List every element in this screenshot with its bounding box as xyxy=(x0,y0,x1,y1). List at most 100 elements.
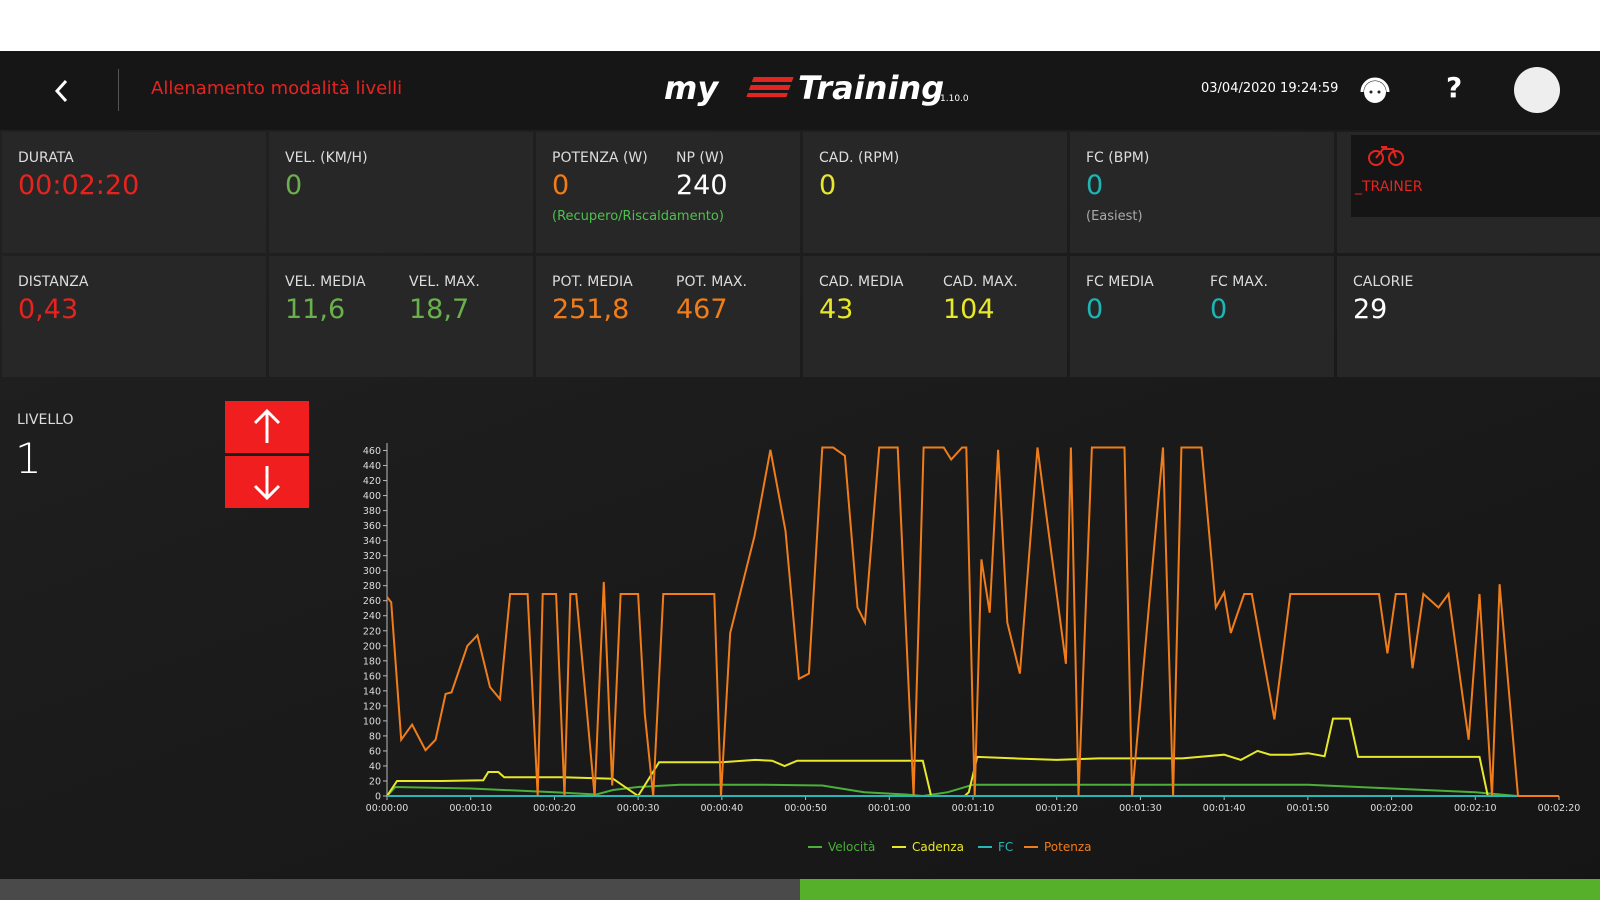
stat-value: 467 xyxy=(676,294,728,325)
stat-value: 0,43 xyxy=(18,294,79,325)
y-tick-label: 440 xyxy=(363,461,381,472)
x-tick-label: 00:02:00 xyxy=(1370,803,1413,814)
stat-value: 0 xyxy=(285,170,303,201)
legend-label: FC xyxy=(998,840,1013,854)
stat-value: 0 xyxy=(1210,294,1228,325)
series-line xyxy=(386,446,1559,797)
x-tick-label: 00:00:30 xyxy=(617,803,660,814)
y-tick-label: 420 xyxy=(363,476,381,487)
stat-cell: POT. MEDIA 251,8 POT. MAX. 467 xyxy=(536,256,800,377)
bottom-right-button[interactable] xyxy=(800,879,1600,900)
x-tick-label: 00:00:00 xyxy=(366,803,409,814)
x-tick-label: 00:01:50 xyxy=(1287,803,1330,814)
bottom-left-button[interactable] xyxy=(0,879,800,900)
support-icon[interactable] xyxy=(1357,73,1393,109)
y-tick-label: 0 xyxy=(375,792,381,803)
stat-label: FC MAX. xyxy=(1210,274,1268,290)
stat-value: 00:02:20 xyxy=(18,170,140,201)
stat-cell: CAD. (RPM) 0 xyxy=(803,132,1067,253)
stat-cell: FC (BPM) 0 (Easiest) xyxy=(1070,132,1334,253)
divider xyxy=(118,69,119,111)
stat-label: DURATA xyxy=(18,150,74,166)
y-tick-label: 360 xyxy=(363,521,381,532)
stat-label: CALORIE xyxy=(1353,274,1414,290)
legend-label: Potenza xyxy=(1044,840,1092,854)
stat-label: POT. MAX. xyxy=(676,274,747,290)
trainer-label: _TRAINER xyxy=(1355,179,1423,195)
x-tick-label: 00:00:40 xyxy=(701,803,744,814)
y-tick-label: 380 xyxy=(363,506,381,517)
stat-value: 18,7 xyxy=(409,294,470,325)
app: Allenamento modalità livelli my Training… xyxy=(0,51,1600,900)
x-tick-label: 00:00:20 xyxy=(533,803,576,814)
stat-cell: CALORIE 29 xyxy=(1337,256,1600,377)
level-down-button[interactable] xyxy=(225,456,309,508)
y-tick-label: 180 xyxy=(363,656,381,667)
series-line xyxy=(386,783,1559,798)
stat-cell: PESO (%)_TRAINER xyxy=(1337,132,1600,253)
back-button[interactable] xyxy=(50,77,74,105)
stat-value: 0 xyxy=(819,170,837,201)
y-tick-label: 320 xyxy=(363,551,381,562)
stat-value: 240 xyxy=(676,170,728,201)
stat-cell: DISTANZA 0,43 xyxy=(2,256,266,377)
level-label: LIVELLO xyxy=(17,412,74,428)
datetime: 03/04/2020 19:24:59 xyxy=(1201,81,1339,96)
stat-label: FC (BPM) xyxy=(1086,150,1150,166)
x-tick-label: 00:02:10 xyxy=(1454,803,1497,814)
stat-value: 0 xyxy=(552,170,570,201)
x-tick-label: 00:02:20 xyxy=(1538,803,1581,814)
legend-label: Velocità xyxy=(828,840,875,854)
y-tick-label: 220 xyxy=(363,626,381,637)
y-tick-label: 340 xyxy=(363,536,381,547)
stat-label: POTENZA (W) xyxy=(552,150,648,166)
y-tick-label: 140 xyxy=(363,686,381,697)
x-tick-label: 00:00:10 xyxy=(449,803,492,814)
stat-value: 0 xyxy=(1086,170,1104,201)
stat-cell: CAD. MEDIA 43 CAD. MAX. 104 xyxy=(803,256,1067,377)
y-tick-label: 260 xyxy=(363,596,381,607)
y-tick-label: 20 xyxy=(369,776,381,787)
y-tick-label: 160 xyxy=(363,671,381,682)
stat-label: NP (W) xyxy=(676,150,725,166)
stat-value: 0 xyxy=(1086,294,1104,325)
stat-label: CAD. (RPM) xyxy=(819,150,900,166)
x-tick-label: 00:01:20 xyxy=(1035,803,1078,814)
stat-value: 104 xyxy=(943,294,995,325)
y-tick-label: 120 xyxy=(363,701,381,712)
header: Allenamento modalità livelli my Training… xyxy=(0,51,1600,130)
stat-label: CAD. MAX. xyxy=(943,274,1018,290)
y-tick-label: 460 xyxy=(363,446,381,457)
stat-value: 43 xyxy=(819,294,854,325)
x-tick-label: 00:00:50 xyxy=(784,803,827,814)
stat-cell: DURATA 00:02:20 xyxy=(2,132,266,253)
stat-label: VEL. MAX. xyxy=(409,274,480,290)
stat-note: (Recupero/Riscaldamento) xyxy=(552,209,724,224)
y-tick-label: 400 xyxy=(363,491,381,502)
avatar[interactable] xyxy=(1514,67,1560,113)
stat-label: VEL. (KM/H) xyxy=(285,150,368,166)
y-tick-label: 80 xyxy=(369,731,381,742)
version: 1.10.0 xyxy=(940,94,969,104)
y-tick-label: 200 xyxy=(363,641,381,652)
stat-value: 251,8 xyxy=(552,294,630,325)
stat-cell: VEL. (KM/H) 0 xyxy=(269,132,533,253)
logo-my: my xyxy=(664,69,719,107)
legend-label: Cadenza xyxy=(912,840,964,854)
x-tick-label: 00:01:10 xyxy=(952,803,995,814)
x-tick-label: 00:01:00 xyxy=(868,803,911,814)
stat-label: DISTANZA xyxy=(18,274,89,290)
stat-label: POT. MEDIA xyxy=(552,274,633,290)
y-tick-label: 280 xyxy=(363,581,381,592)
y-tick-label: 300 xyxy=(363,566,381,577)
help-button[interactable]: ? xyxy=(1446,71,1463,104)
y-tick-label: 240 xyxy=(363,611,381,622)
stat-value: 29 xyxy=(1353,294,1388,325)
y-tick-label: 100 xyxy=(363,716,381,727)
stat-cell: FC MEDIA 0 FC MAX. 0 xyxy=(1070,256,1334,377)
level-up-button[interactable] xyxy=(225,401,309,453)
trainer-overlay[interactable]: _TRAINER xyxy=(1351,135,1600,217)
page-title: Allenamento modalità livelli xyxy=(151,78,403,99)
logo-training: Training xyxy=(798,69,945,107)
